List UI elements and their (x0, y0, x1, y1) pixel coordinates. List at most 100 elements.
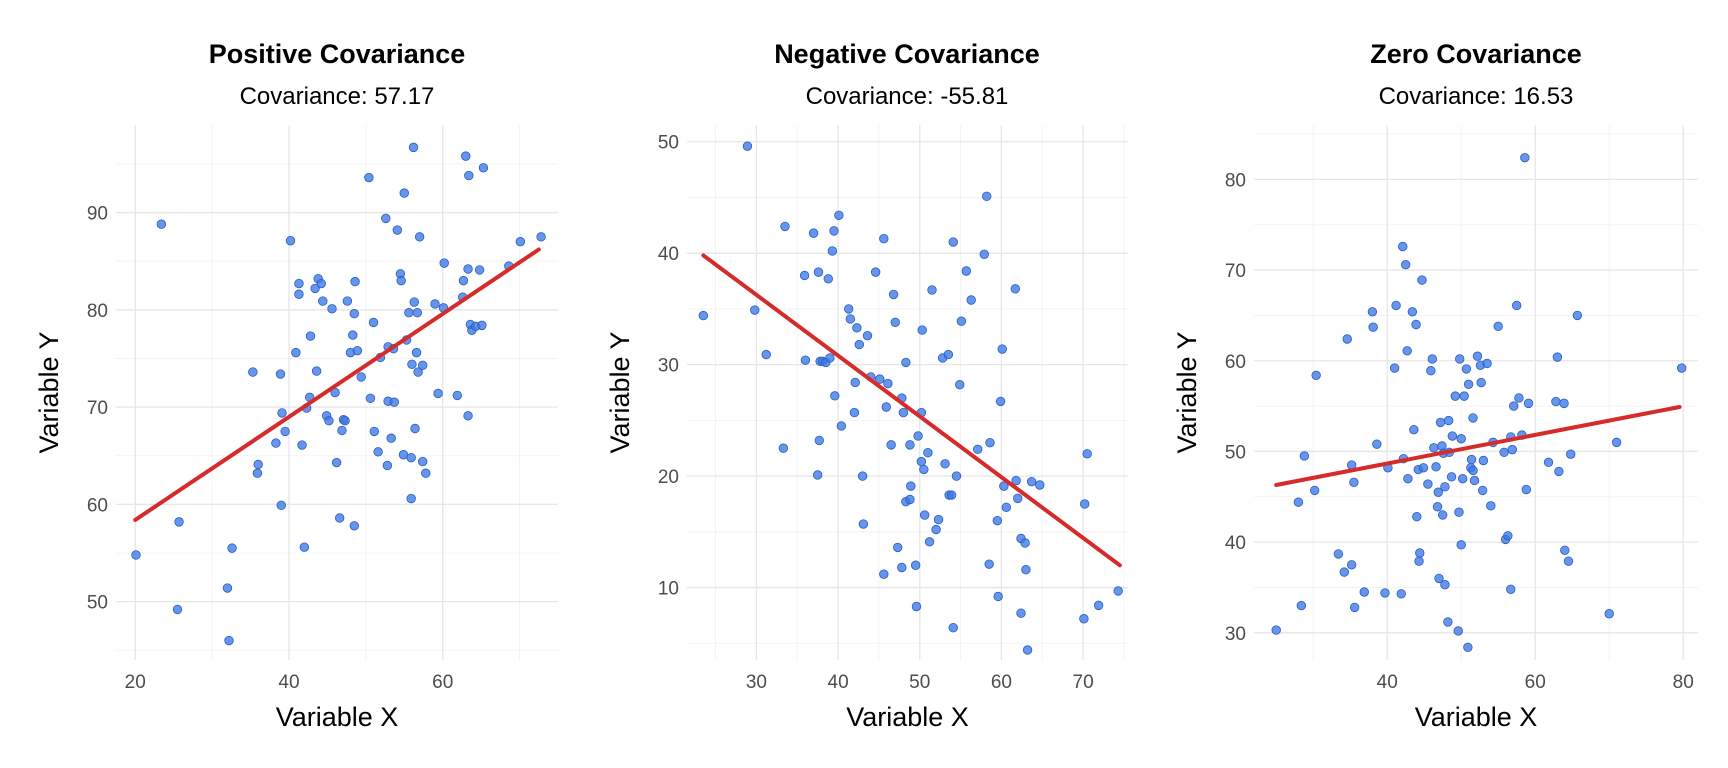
data-point (1469, 475, 1480, 486)
y-tick-label: 80 (87, 301, 108, 322)
data-point (778, 443, 789, 453)
data-point (890, 317, 900, 327)
x-axis-label: Variable X (846, 702, 969, 732)
data-point (961, 266, 972, 276)
data-point (1368, 322, 1378, 332)
data-point (350, 276, 360, 287)
data-point (478, 163, 489, 173)
x-tick-label: 60 (1525, 672, 1546, 693)
data-point (1459, 391, 1469, 401)
x-axis-label: Variable X (1415, 702, 1538, 732)
x-tick-label: 40 (1377, 672, 1398, 693)
data-point (1604, 609, 1614, 619)
data-point (1426, 366, 1436, 376)
data-point (849, 407, 860, 418)
data-point (1509, 401, 1519, 411)
data-point (327, 304, 337, 314)
data-point (1396, 589, 1406, 599)
data-point (979, 249, 989, 259)
data-point (800, 355, 811, 365)
data-points (131, 142, 546, 646)
x-axis-label: Variable X (276, 702, 399, 732)
data-point (1468, 413, 1478, 423)
data-point (995, 396, 1006, 407)
data-point (389, 397, 399, 407)
data-point (463, 411, 473, 421)
data-point (1296, 600, 1307, 611)
data-point (392, 225, 403, 235)
data-point (1349, 602, 1360, 613)
data-point (1435, 417, 1446, 428)
data-point (1437, 510, 1448, 520)
data-point (276, 500, 286, 511)
y-tick-label: 60 (87, 495, 108, 516)
data-point (1349, 477, 1359, 487)
data-point (1446, 472, 1457, 482)
data-point (324, 416, 334, 426)
data-point (1293, 497, 1304, 507)
data-point (1543, 457, 1554, 468)
data-point (854, 339, 865, 350)
data-point (1398, 241, 1408, 252)
data-point (1511, 300, 1522, 311)
data-point (1299, 451, 1310, 461)
data-point (875, 374, 885, 384)
data-point (464, 170, 474, 181)
data-point (1450, 391, 1460, 401)
data-point (1271, 625, 1281, 635)
x-tick-label: 20 (125, 672, 146, 693)
data-point (883, 378, 893, 389)
data-point (943, 349, 954, 360)
data-point (1001, 502, 1012, 513)
data-point (966, 295, 976, 305)
data-point (1563, 556, 1574, 566)
data-point (294, 278, 304, 289)
data-point (1082, 449, 1092, 459)
data-point (1560, 545, 1570, 555)
data-point (1523, 398, 1534, 409)
data-point (348, 330, 358, 340)
data-point (253, 459, 263, 470)
y-tick-label: 30 (1225, 624, 1246, 645)
data-point (248, 367, 258, 377)
data-point (1566, 449, 1576, 459)
data-point (463, 264, 473, 274)
data-point (951, 471, 962, 481)
chart-title: Negative Covariance (774, 39, 1040, 69)
chart-title: Zero Covariance (1370, 39, 1582, 69)
data-point (1415, 548, 1425, 558)
data-point (844, 304, 854, 314)
data-point (698, 310, 709, 321)
data-point (1022, 645, 1033, 655)
data-point (1080, 499, 1090, 509)
data-point (933, 514, 944, 525)
data-point (1461, 364, 1472, 374)
data-point (331, 457, 342, 468)
data-point (412, 308, 423, 318)
data-point (813, 267, 824, 277)
data-point (1514, 393, 1524, 403)
data-point (1011, 475, 1021, 486)
data-point (799, 270, 810, 281)
data-point (982, 191, 992, 202)
data-point (399, 188, 409, 198)
data-point (407, 359, 417, 369)
data-point (1409, 424, 1419, 435)
y-tick-label: 50 (87, 593, 108, 614)
data-point (940, 459, 950, 469)
data-point (477, 320, 487, 331)
data-point (365, 393, 376, 404)
data-point (1434, 573, 1444, 584)
data-point (913, 431, 923, 441)
data-point (1412, 512, 1422, 522)
data-point (910, 560, 921, 570)
data-point (408, 142, 419, 153)
data-point (931, 524, 941, 535)
data-point (1431, 462, 1441, 472)
data-point (413, 367, 423, 377)
data-point (1016, 608, 1026, 618)
data-point (1391, 300, 1401, 311)
data-point (1493, 321, 1503, 332)
data-point (1521, 484, 1532, 495)
